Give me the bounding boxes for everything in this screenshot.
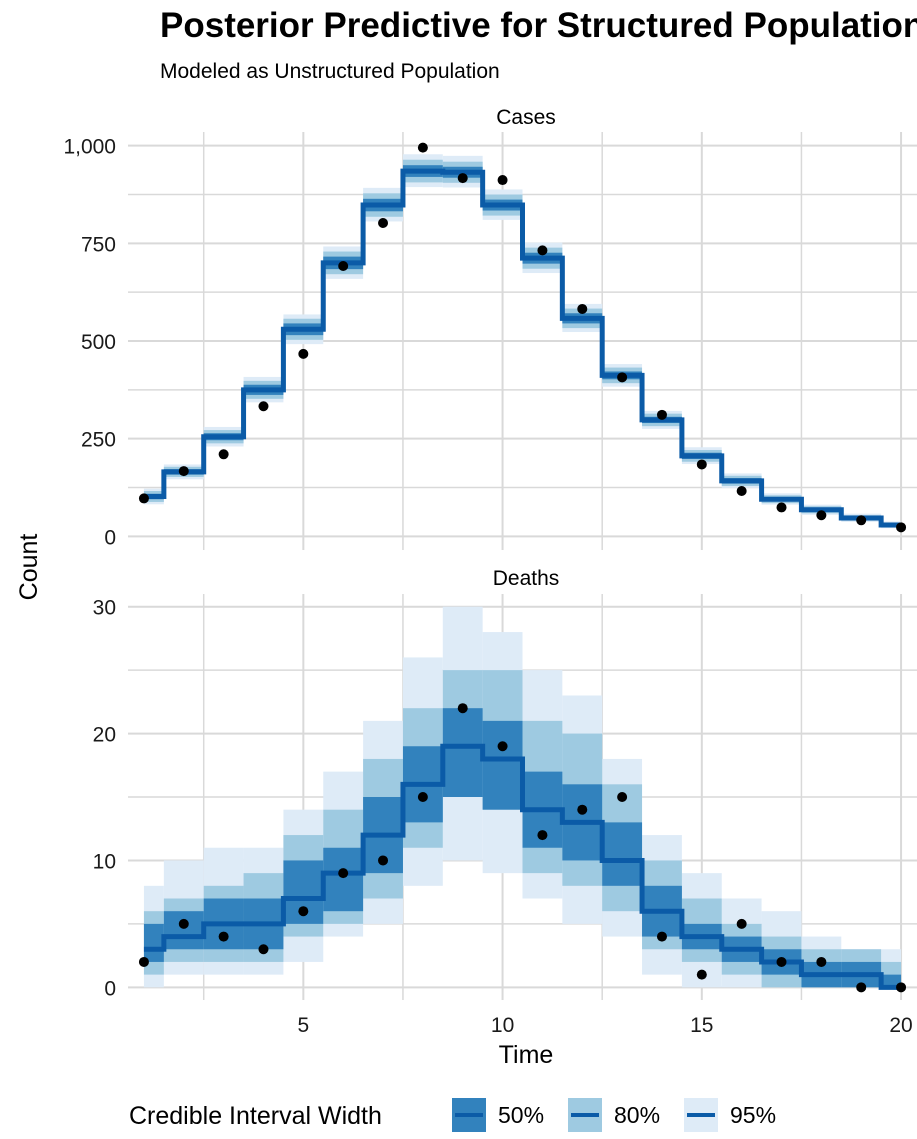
legend: Credible Interval Width 50% 80% 95% [129,1098,776,1132]
deaths-observed-point [258,944,269,955]
cases-observed-point [776,502,787,513]
cases-y-tick-label: 500 [81,331,116,354]
legend-label-50: 50% [498,1102,544,1128]
deaths-observed-point [378,855,389,866]
cases-y-tick-label: 0 [104,526,116,549]
cases-observed-point [138,493,149,504]
legend-label-80: 80% [614,1102,660,1128]
deaths-observed-point [497,741,508,752]
deaths-observed-point [218,931,229,942]
cases-observed-point [178,466,189,477]
deaths-band-50-segment [323,847,364,912]
deaths-band-50-segment [881,974,902,988]
deaths-y-tick-label: 10 [93,850,116,873]
deaths-observed-point [816,956,827,967]
deaths-y-tick-label: 30 [93,597,116,620]
x-tick-label: 15 [690,1014,713,1037]
deaths-observed-point [776,956,787,967]
panel-cases: 0 250 500 750 1,000 [63,132,917,550]
legend-item-80: 80% [568,1098,660,1132]
deaths-y-tick-label: 0 [104,977,116,1000]
panel-deaths: 0 10 20 30 5 10 15 20 [93,594,917,1037]
cases-observed-point [457,173,468,184]
deaths-observed-point [617,792,628,802]
cases-observed-point [577,303,588,314]
cases-observed-point [696,459,707,470]
cases-observed-point [378,218,389,229]
deaths-observed-point [457,703,468,714]
cases-observed-point [258,401,269,412]
deaths-y-tick-label: 20 [93,724,116,747]
cases-observed-point [736,486,747,497]
strip-label-cases: Cases [496,106,556,129]
chart-title: Posterior Predictive for Structured Popu… [160,6,917,45]
cases-observed-point [816,510,827,521]
legend-item-95: 95% [684,1098,776,1132]
cases-observed-point [656,409,667,420]
cases-observed-point [218,449,229,460]
deaths-observed-point [656,931,667,942]
cases-observed-point [497,175,508,186]
deaths-band-50-segment [143,923,164,962]
deaths-band-50-segment [602,822,643,886]
deaths-observed-point [178,918,189,929]
deaths-observed-point [577,804,588,815]
x-tick-label: 5 [297,1014,309,1037]
deaths-median-line [143,743,902,990]
cases-observed-point [617,372,628,383]
legend-title: Credible Interval Width [129,1102,382,1130]
cases-observed-point [896,522,907,533]
cases-observed-point [298,348,309,359]
deaths-observed-point [696,969,707,980]
x-tick-label: 10 [491,1014,514,1037]
cases-observed-point [338,260,349,271]
deaths-observed-point [417,792,428,802]
cases-observed-point [417,142,428,153]
cases-y-tick-label: 1,000 [63,136,116,159]
deaths-observed-point [138,956,149,967]
strip-label-deaths: Deaths [493,567,560,590]
cases-median-line [143,168,902,528]
deaths-observed-point [856,982,867,993]
y-axis-label: Count [15,534,43,601]
cases-y-tick-label: 250 [81,429,116,452]
cases-observed-point [537,245,548,256]
x-tick-label: 20 [889,1014,912,1037]
cases-y-tick-label: 750 [81,233,116,256]
legend-label-95: 95% [730,1102,776,1128]
deaths-observed-point [338,868,349,879]
deaths-band-50-segment [482,720,523,810]
deaths-observed-point [537,830,548,841]
deaths-observed-point [896,982,907,993]
legend-item-50: 50% [452,1098,544,1132]
deaths-band-50-segment [442,708,483,797]
chart-subtitle: Modeled as Unstructured Population [160,60,500,83]
deaths-observed-point [736,918,747,929]
cases-observed-point [856,515,867,526]
x-axis-label: Time [499,1041,554,1069]
deaths-observed-point [298,906,309,917]
deaths-band-50-segment [163,911,204,950]
